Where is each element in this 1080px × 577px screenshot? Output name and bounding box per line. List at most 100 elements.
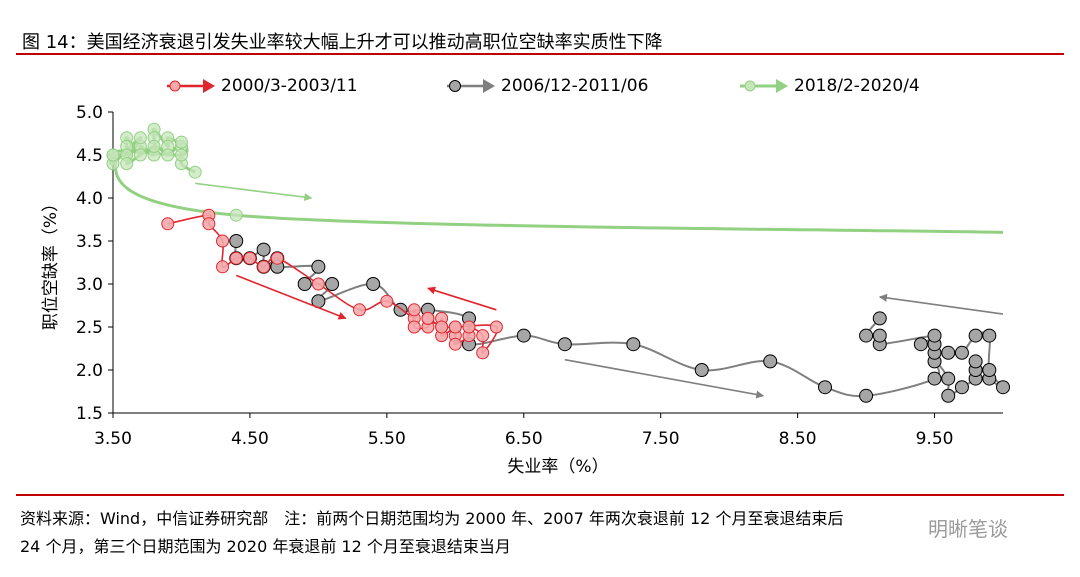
series-2-point — [256, 242, 271, 257]
series-2-point — [818, 380, 832, 395]
series-3-point — [147, 139, 161, 153]
series-2-trend-arrow — [878, 293, 1004, 315]
series-1-point — [257, 260, 271, 274]
legend-item-series-1: 2000/3-2003/11 — [163, 74, 358, 98]
series-2-line — [234, 240, 1004, 398]
x-tick-label: 6.50 — [505, 429, 543, 449]
x-tick-label: 3.50 — [94, 429, 132, 449]
series-3-point — [133, 148, 147, 162]
series-1-trend-arrow — [427, 286, 497, 311]
y-tick-label: 3.5 — [76, 232, 103, 252]
series-1-point — [243, 251, 257, 265]
x-tick-label: 7.50 — [642, 429, 680, 449]
chart-plot-area: 3.50 4.50 5.50 6.50 7.50 8.50 9.50 1.5 2.0 2.5 3.0… — [41, 103, 1010, 477]
series-1-point — [380, 294, 394, 308]
series-1-trend-arrow — [235, 274, 347, 320]
watermark-text: 明晰笔谈 — [928, 517, 1008, 541]
series-3-point — [161, 148, 175, 162]
y-tick-label: 2.5 — [76, 318, 103, 338]
series-3-point — [229, 208, 243, 222]
x-tick-label: 9.50 — [916, 429, 954, 449]
series-3-line — [108, 127, 1004, 234]
source-line-2: 24 个月，第三个日期范围为 2020 年衰退前 12 个月至衰退结束当月 — [20, 537, 511, 556]
series-2-point — [982, 328, 997, 343]
series-3-point — [120, 157, 134, 171]
series-2-point — [763, 354, 778, 369]
series-1-point — [270, 251, 284, 265]
series-2-point — [982, 363, 997, 377]
series-2-point — [954, 380, 969, 395]
legend-label-series-3: 2018/2-2020/4 — [794, 76, 920, 96]
series-3-point — [174, 135, 188, 149]
chart-legend: 2000/3-2003/11 2006/12-2011/06 2018/2-20… — [0, 74, 1080, 98]
series-2-point — [694, 363, 709, 377]
y-tick-label: 5.0 — [76, 103, 103, 123]
series-2-point — [557, 337, 572, 352]
legend-item-series-3: 2018/2-2020/4 — [736, 74, 920, 98]
series-1-point — [421, 311, 435, 325]
series-2-group — [229, 234, 1010, 403]
series-2-point — [941, 345, 956, 360]
series-2-point — [996, 380, 1010, 395]
y-tick-label: 4.0 — [76, 189, 103, 209]
series-2-trend-arrow — [564, 358, 765, 399]
series-1-point — [216, 234, 230, 248]
series-2-point — [941, 371, 956, 386]
x-tick-label: 8.50 — [779, 429, 817, 449]
title-rule — [16, 53, 1064, 55]
y-tick-label: 1.5 — [76, 404, 103, 424]
series-1-point — [435, 320, 449, 334]
source-line-1: 资料来源：Wind，中信证券研究部 注：前两个日期范围均为 2000 年、200… — [20, 509, 844, 528]
series-2-point — [311, 259, 326, 274]
series-2-point — [941, 388, 956, 403]
series-2-point — [859, 388, 874, 403]
y-tick-label: 2.0 — [76, 361, 103, 381]
series-2-point — [968, 328, 983, 343]
y-axis-label: 职位空缺率（%） — [41, 195, 61, 330]
series-2-point — [859, 328, 874, 343]
series-2-point — [927, 328, 942, 343]
legend-label-series-1: 2000/3-2003/11 — [221, 76, 358, 96]
series-1-point — [352, 303, 366, 317]
series-2-point — [325, 277, 340, 291]
series-1-group — [161, 208, 503, 360]
series-2-point — [927, 371, 942, 386]
legend-item-series-2: 2006/12-2011/06 — [443, 74, 648, 98]
series-1-point — [161, 217, 175, 231]
series-1-point — [462, 320, 476, 334]
series-3-point — [174, 148, 188, 162]
source-rule — [16, 494, 1064, 496]
series-1-point — [489, 320, 503, 334]
series-3-point — [188, 165, 202, 179]
series-2-point — [872, 328, 887, 343]
series-1-point — [448, 337, 462, 351]
series-2-point — [913, 337, 928, 352]
series-2-point — [229, 234, 244, 248]
series-3-point — [133, 131, 147, 145]
x-axis-label: 失业率（%） — [507, 457, 608, 477]
series-3-group — [106, 122, 1004, 234]
series-2-point — [297, 277, 312, 291]
series-1-point — [476, 346, 490, 360]
series-1-point — [476, 329, 490, 343]
legend-label-series-2: 2006/12-2011/06 — [501, 76, 649, 96]
series-2-point — [954, 345, 969, 360]
series-2-point — [872, 311, 887, 326]
series-1-point — [448, 320, 462, 334]
series-1-point — [216, 260, 230, 274]
series-1-point — [407, 320, 421, 334]
x-tick-label: 5.50 — [368, 429, 406, 449]
series-1-point — [407, 303, 421, 317]
series-1-point — [202, 217, 216, 231]
series-2-point — [968, 354, 983, 369]
legend-marker-series-3 — [740, 79, 788, 93]
series-2-point — [626, 337, 641, 352]
series-3-point — [106, 148, 120, 162]
figure-title: 图 14：美国经济衰退引发失业率较大幅上升才可以推动高职位空缺率实质性下降 — [22, 32, 663, 53]
series-1-point — [311, 277, 325, 291]
x-tick-label: 4.50 — [231, 429, 269, 449]
y-tick-label: 4.5 — [76, 146, 103, 166]
series-3-trend-arrow — [195, 182, 313, 202]
series-2-point — [516, 328, 531, 343]
y-tick-label: 3.0 — [76, 275, 103, 295]
